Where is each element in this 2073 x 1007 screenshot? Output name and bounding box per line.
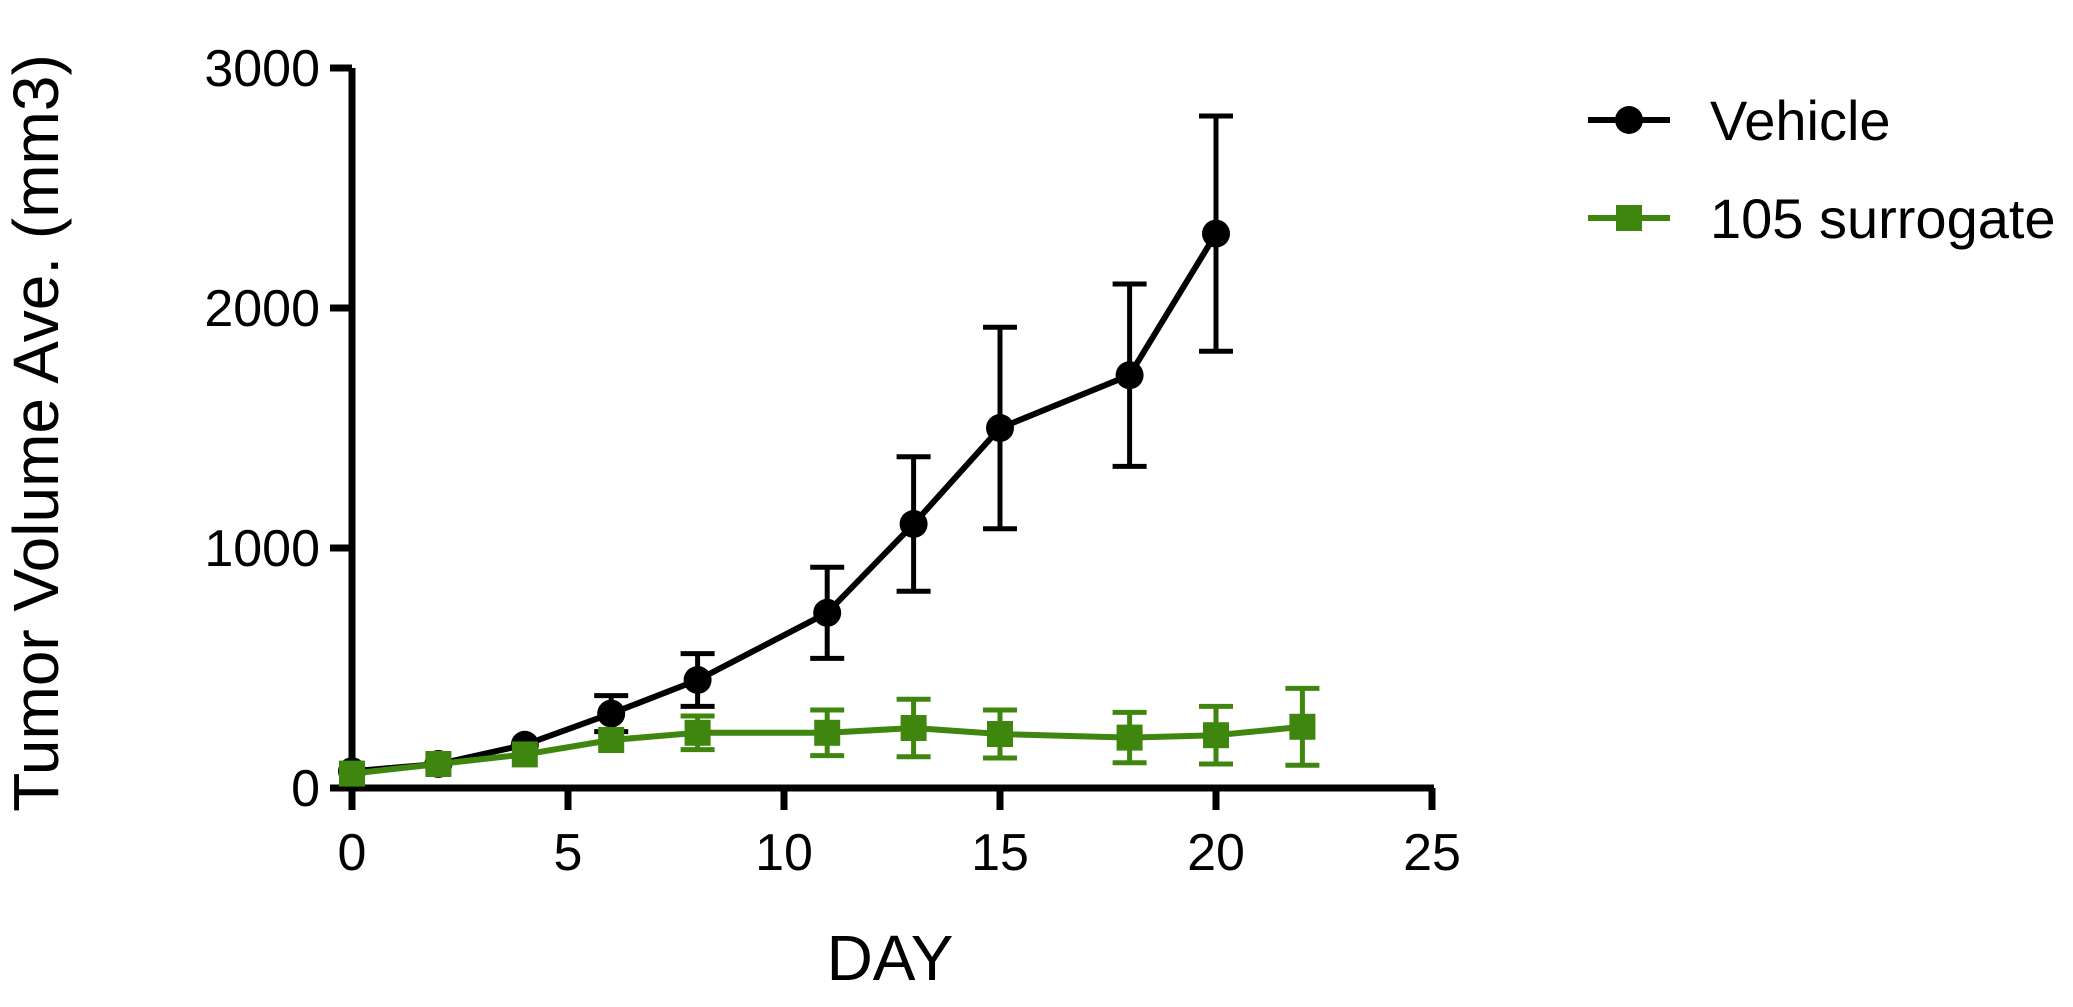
data-point: [1203, 722, 1229, 749]
x-tick-label: 20: [1187, 824, 1245, 882]
data-point: [986, 414, 1014, 442]
data-point: [425, 751, 452, 777]
data-point: [598, 727, 625, 753]
axes: 0 1000 2000 3000 0 5 10 15 20 25: [204, 40, 1461, 882]
series-line: [351, 232, 1219, 775]
legend-item-2: 105 surrogate: [1588, 187, 2056, 250]
series-1: [338, 113, 1233, 786]
x-tick-label: 0: [338, 824, 367, 882]
legend: Vehicle 105 surrogate: [1588, 89, 2056, 250]
y-axis-title: Tumor Volume Ave. (mm3): [0, 54, 72, 812]
data-point: [511, 741, 538, 768]
series-2: [339, 685, 1320, 787]
x-tick-label: 10: [755, 824, 813, 882]
data-point: [814, 719, 841, 746]
data-point: [813, 598, 842, 627]
legend-item-1: Vehicle: [1588, 89, 1891, 152]
y-tick-label: 0: [291, 760, 320, 818]
data-point: [683, 666, 712, 694]
x-tick-label: 25: [1403, 824, 1461, 882]
data-point: [987, 721, 1013, 747]
data-point: [684, 719, 711, 746]
y-tick-label: 3000: [204, 40, 320, 98]
series-layer: [338, 113, 1320, 787]
legend-label: Vehicle: [1710, 89, 1891, 152]
data-point: [1116, 724, 1143, 751]
x-tick-label: 5: [554, 824, 583, 882]
y-tick-label: 2000: [204, 280, 320, 338]
x-tick-label: 15: [971, 824, 1029, 882]
legend-marker: [1616, 205, 1642, 231]
data-point: [597, 699, 626, 728]
x-axis-title: DAY: [827, 922, 954, 994]
legend-marker: [1615, 106, 1643, 134]
data-point: [1115, 361, 1144, 390]
data-point: [339, 760, 365, 787]
data-point: [1202, 219, 1230, 248]
y-tick-label: 1000: [204, 520, 320, 578]
data-point: [1289, 713, 1316, 740]
legend-label: 105 surrogate: [1710, 187, 2056, 250]
data-point: [899, 510, 928, 538]
data-point: [900, 715, 927, 741]
